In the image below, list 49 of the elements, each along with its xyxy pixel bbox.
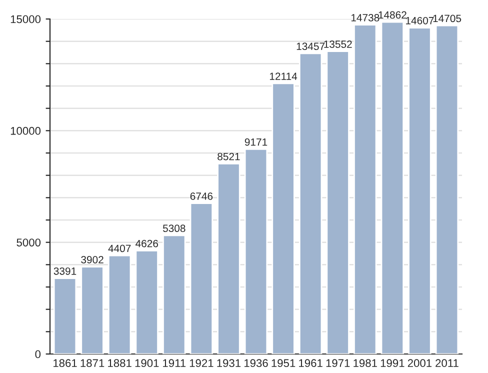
bar [135,250,158,354]
data-label: 12114 [270,72,298,80]
bar [380,21,404,354]
bar [108,254,132,354]
y-tick-label: 0 [35,350,41,358]
x-tick-label: 1921 [190,359,214,368]
y-tick-label: 10000 [10,126,41,135]
x-tick-label: 1991 [380,359,404,368]
x-tick-label: 2001 [408,359,432,368]
bar [298,52,322,354]
x-tick-label: 1961 [299,359,322,368]
data-label: 13552 [324,40,352,48]
x-tick-label: 1971 [326,359,350,368]
data-label: 9171 [244,138,268,146]
data-label: 4407 [108,244,131,252]
x-tick-label: 1861 [53,359,77,368]
bar [162,234,186,354]
x-tick-label: 1951 [272,359,296,368]
data-label: 13457 [296,42,325,50]
data-label: 6746 [190,192,213,200]
data-label: 14738 [351,14,380,22]
x-tick-label: 1881 [108,359,132,368]
y-tick-label: 5000 [16,238,41,246]
x-tick-label: 1931 [217,359,241,368]
x-tick-label: 2011 [436,359,458,368]
bar [53,278,77,354]
y-tick-label: 15000 [10,15,41,24]
x-tick-label: 1911 [163,359,186,368]
x-tick-label: 1936 [244,359,268,368]
bar [354,24,377,354]
data-label: 3902 [81,256,104,264]
bar [190,202,214,354]
bar [326,50,350,354]
data-label: 8521 [218,152,240,160]
bar [435,24,459,354]
data-label: 14862 [378,11,406,19]
data-label: 14607 [406,16,434,24]
x-tick-label: 1981 [354,359,377,368]
data-label: 3391 [54,267,76,275]
bar [217,163,240,354]
bar [408,27,432,354]
bar [80,266,104,354]
data-label: 14705 [433,14,462,22]
data-label: 5308 [162,224,186,232]
bar [244,148,268,354]
bar [272,82,295,354]
data-label: 4626 [136,240,158,248]
x-tick-label: 1901 [135,359,159,368]
x-tick-label: 1871 [80,359,104,368]
